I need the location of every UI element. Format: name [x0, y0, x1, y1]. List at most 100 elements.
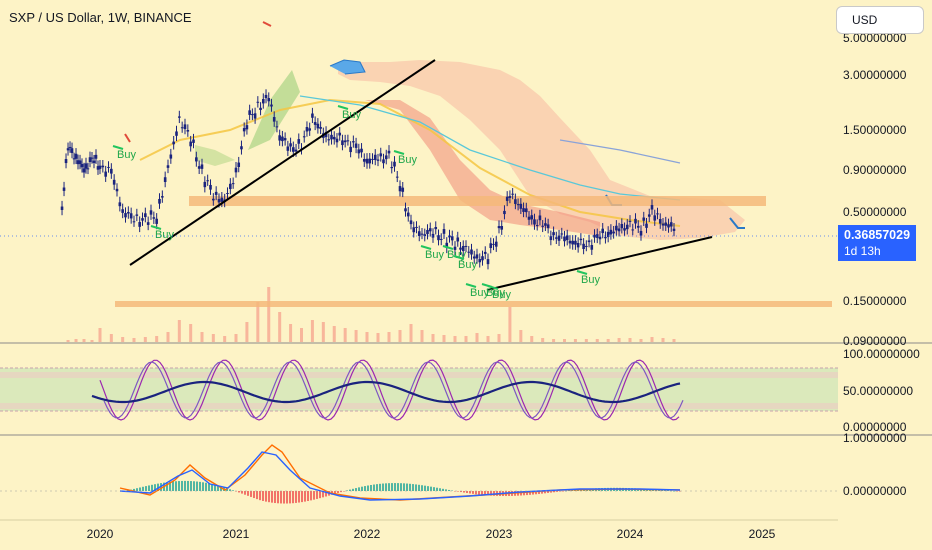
volume-bar: [109, 334, 113, 342]
candle-body: [437, 235, 440, 241]
candle-body: [511, 193, 514, 195]
candle-body: [620, 223, 624, 229]
candle-body: [486, 259, 490, 265]
candle-body: [110, 168, 113, 174]
candle-body: [70, 148, 74, 153]
volume-bar: [278, 312, 282, 342]
candle-body: [658, 218, 662, 224]
candle-body: [101, 165, 105, 168]
macd-histogram-bar: [490, 491, 492, 496]
buy-signal-label: Buy: [492, 289, 511, 301]
buy-signal-marker: [465, 283, 477, 288]
candle-body: [294, 149, 298, 152]
volume-bar: [584, 339, 588, 342]
candle-body: [423, 234, 427, 237]
macd-histogram-bar: [151, 484, 153, 491]
macd-histogram-bar: [538, 491, 540, 494]
candle-body: [612, 231, 615, 234]
candle-body: [90, 157, 94, 159]
volume-bar: [82, 339, 86, 342]
macd-histogram-bar: [127, 490, 129, 491]
candle-body: [667, 224, 670, 228]
candle-body: [231, 183, 235, 185]
last-price-tag: 0.36857029 1d 13h: [838, 225, 916, 261]
macd-histogram-bar: [187, 480, 189, 491]
candle-body: [470, 249, 473, 255]
macd-histogram-bar: [442, 488, 444, 491]
macd-histogram-bar: [409, 483, 411, 491]
moving-average-line: [139, 98, 681, 227]
macd-histogram-bar: [319, 491, 321, 499]
candle-body: [669, 222, 673, 227]
candle-body: [481, 256, 484, 261]
cloud-leading-span: [729, 217, 745, 229]
volume-bar: [66, 340, 70, 342]
candle-body: [214, 191, 218, 195]
candle-body: [178, 116, 181, 118]
candle-body: [127, 211, 130, 214]
candle-body: [183, 124, 187, 130]
candle-body: [522, 208, 525, 212]
candle-body: [270, 104, 273, 107]
macd-histogram-bar: [214, 484, 216, 491]
volume-bar: [98, 328, 102, 342]
candle-body: [253, 113, 257, 119]
volume-bar: [420, 330, 424, 342]
volume-bar: [343, 328, 347, 342]
candle-body: [74, 153, 78, 159]
macd-histogram-bar: [439, 488, 441, 491]
macd-histogram-bar: [358, 487, 360, 491]
volume-bar: [200, 332, 204, 342]
candle-body: [149, 210, 153, 215]
candle-body: [72, 158, 76, 160]
macd-histogram-bar: [370, 484, 372, 491]
volume-bar: [155, 336, 159, 342]
macd-histogram-bar: [655, 489, 657, 491]
candle-body: [406, 212, 410, 217]
candle-body: [189, 141, 192, 147]
candle-body: [642, 217, 646, 221]
macd-histogram-bar: [271, 491, 273, 503]
macd-histogram-bar: [550, 491, 552, 493]
macd-histogram-bar: [391, 483, 393, 491]
candle-body: [261, 99, 265, 104]
macd-tick-label: 0.00000000: [843, 484, 907, 498]
macd-histogram-bar: [229, 489, 231, 491]
macd-histogram-bar: [541, 491, 543, 494]
volume-bar: [332, 326, 336, 342]
macd-histogram-bar: [286, 491, 288, 504]
buy-signal-label: Buy: [581, 274, 600, 286]
candle-body: [535, 225, 539, 227]
candle-body: [365, 158, 369, 164]
macd-histogram-bar: [334, 491, 336, 494]
volume-bar: [573, 339, 577, 342]
macd-histogram-bar: [199, 481, 201, 491]
candle-body: [272, 117, 276, 122]
candle-body: [516, 204, 520, 206]
macd-histogram-bar: [661, 490, 663, 491]
candle-body: [107, 166, 110, 168]
candle-body: [354, 143, 358, 148]
candle-body: [152, 217, 156, 219]
macd-histogram-bar: [310, 491, 312, 501]
macd-histogram-bar: [532, 491, 534, 495]
currency-selector[interactable]: USD: [836, 6, 924, 34]
volume-bar: [387, 332, 391, 342]
candle-body: [625, 224, 629, 230]
candle-body: [330, 134, 333, 140]
macd-line: [119, 451, 681, 501]
macd-histogram-bar: [460, 491, 462, 493]
macd-histogram-bar: [463, 491, 465, 493]
candle-body: [606, 231, 610, 238]
candle-body: [464, 245, 468, 247]
macd-histogram-bar: [406, 483, 408, 491]
candle-body: [129, 213, 133, 219]
macd-histogram-bar: [481, 491, 483, 495]
candle-body: [62, 187, 66, 191]
candle-body: [631, 229, 635, 231]
candle-body: [533, 219, 536, 225]
candle-body: [121, 209, 124, 213]
candle-body: [587, 240, 591, 243]
macd-histogram-bar: [382, 483, 384, 491]
